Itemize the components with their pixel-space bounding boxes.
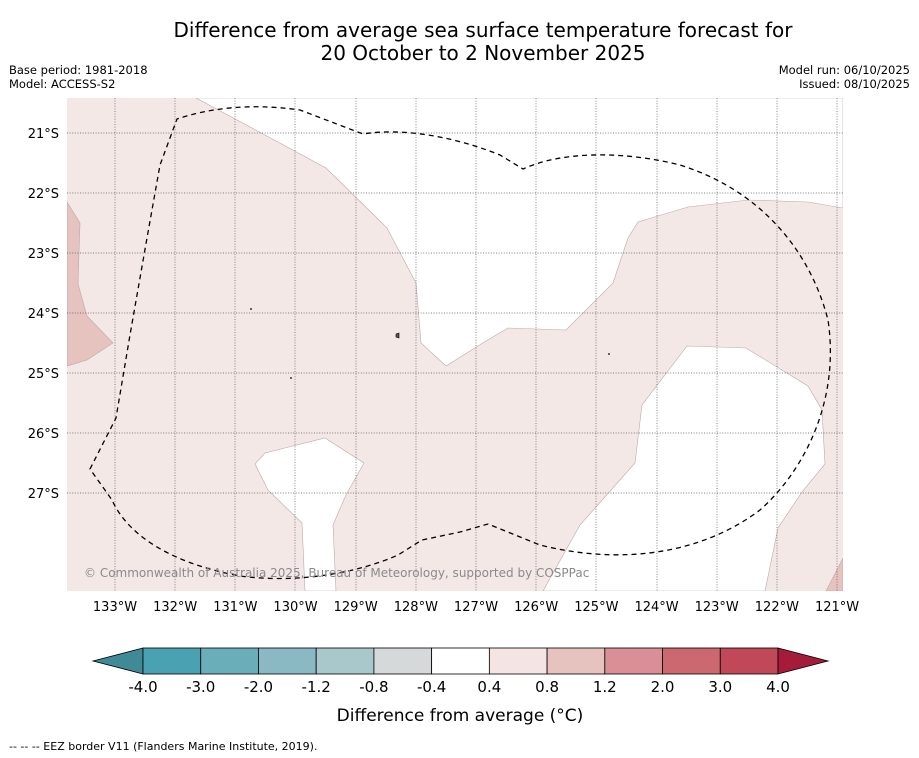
island-marker — [395, 332, 400, 339]
colorbar-tick-label: 3.0 — [708, 678, 732, 696]
island-marker — [290, 377, 292, 379]
colorbar-tick-label: -4.0 — [128, 678, 157, 696]
map-title: Difference from average sea surface temp… — [0, 19, 919, 65]
map-area: © Commonwealth of Australia 2025, Bureau… — [67, 98, 843, 591]
colorbar-tick-label: 4.0 — [766, 678, 790, 696]
lon-label: 132°W — [153, 600, 197, 615]
base-period: Base period: 1981-2018 — [9, 63, 148, 77]
model-name: Model: ACCESS-S2 — [9, 77, 116, 91]
issued-date: Issued: 08/10/2025 — [799, 77, 910, 91]
lon-label: 122°W — [755, 600, 799, 615]
lat-label: 24°S — [28, 307, 59, 322]
lat-label: 27°S — [28, 487, 59, 502]
lon-label: 121°W — [815, 600, 859, 615]
model-run: Model run: 06/10/2025 — [778, 63, 910, 77]
latitude-labels: 21°S 22°S 23°S 24°S 25°S 26°S 27°S — [28, 127, 59, 502]
lon-label: 131°W — [213, 600, 257, 615]
lon-label: 127°W — [454, 600, 498, 615]
colorbar-extend-high — [777, 647, 830, 675]
colorbar-tick-label: -0.8 — [359, 678, 388, 696]
colorbar-segment — [373, 647, 433, 675]
colorbar-segment — [315, 647, 375, 675]
warm-region-southeast — [825, 557, 843, 591]
colorbar-tick-label: -2.0 — [244, 678, 273, 696]
colorbar-segment — [604, 647, 663, 675]
meta-left: Base period: 1981-2018 Model: ACCESS-S2 — [9, 63, 148, 91]
lat-label: 22°S — [28, 187, 59, 202]
neutral-region-east — [542, 345, 826, 591]
warm-region-west — [67, 201, 114, 367]
colorbar-segment — [719, 647, 779, 675]
title-line-2: 20 October to 2 November 2025 — [320, 41, 646, 65]
colorbar-title: Difference from average (°C) — [337, 706, 584, 726]
colorbar-segment — [662, 647, 721, 675]
colorbar-segment — [258, 647, 317, 675]
colorbar-tick-label: 2.0 — [651, 678, 675, 696]
lon-label: 129°W — [334, 600, 378, 615]
gridlines — [67, 98, 843, 591]
colorbar: -4.0 -3.0 -2.0 -1.2 -0.8 -0.4 0.4 0.8 1.2 2.0 3.0 4… — [91, 647, 830, 726]
lon-label: 124°W — [634, 600, 678, 615]
lat-label: 25°S — [28, 367, 59, 382]
copyright-text: © Commonwealth of Australia 2025, Bureau… — [84, 566, 589, 580]
colorbar-tick-label: 0.8 — [535, 678, 559, 696]
lon-label: 126°W — [514, 600, 558, 615]
lon-label: 123°W — [695, 600, 739, 615]
lon-label: 130°W — [273, 600, 317, 615]
eez-footnote: -- -- -- EEZ border V11 (Flanders Marine… — [9, 740, 318, 753]
colorbar-segment — [488, 647, 548, 675]
island-marker — [608, 353, 610, 355]
lat-label: 21°S — [28, 127, 59, 142]
colorbar-tick-label: 0.4 — [477, 678, 501, 696]
neutral-region-southwest — [254, 437, 365, 591]
longitude-labels: 133°W 132°W 131°W 130°W 129°W 128°W 127°W 126°W… — [93, 600, 859, 615]
meta-right: Model run: 06/10/2025 Issued: 08/10/2025 — [779, 63, 910, 91]
lon-label: 133°W — [93, 600, 137, 615]
lon-label: 128°W — [394, 600, 438, 615]
colorbar-tick-label: 1.2 — [593, 678, 617, 696]
colorbar-tick-label: -3.0 — [186, 678, 215, 696]
colorbar-tick-label: -0.4 — [417, 678, 446, 696]
colorbar-segment — [546, 647, 606, 675]
colorbar-segment — [200, 647, 259, 675]
colorbar-segment — [142, 647, 202, 675]
colorbar-segment — [431, 647, 490, 675]
island-marker — [250, 308, 252, 310]
lon-label: 125°W — [574, 600, 618, 615]
colorbar-extend-low — [91, 647, 144, 675]
colorbar-tick-label: -1.2 — [302, 678, 331, 696]
lat-label: 23°S — [28, 247, 59, 262]
lat-label: 26°S — [28, 427, 59, 442]
title-line-1: Difference from average sea surface temp… — [173, 18, 793, 42]
